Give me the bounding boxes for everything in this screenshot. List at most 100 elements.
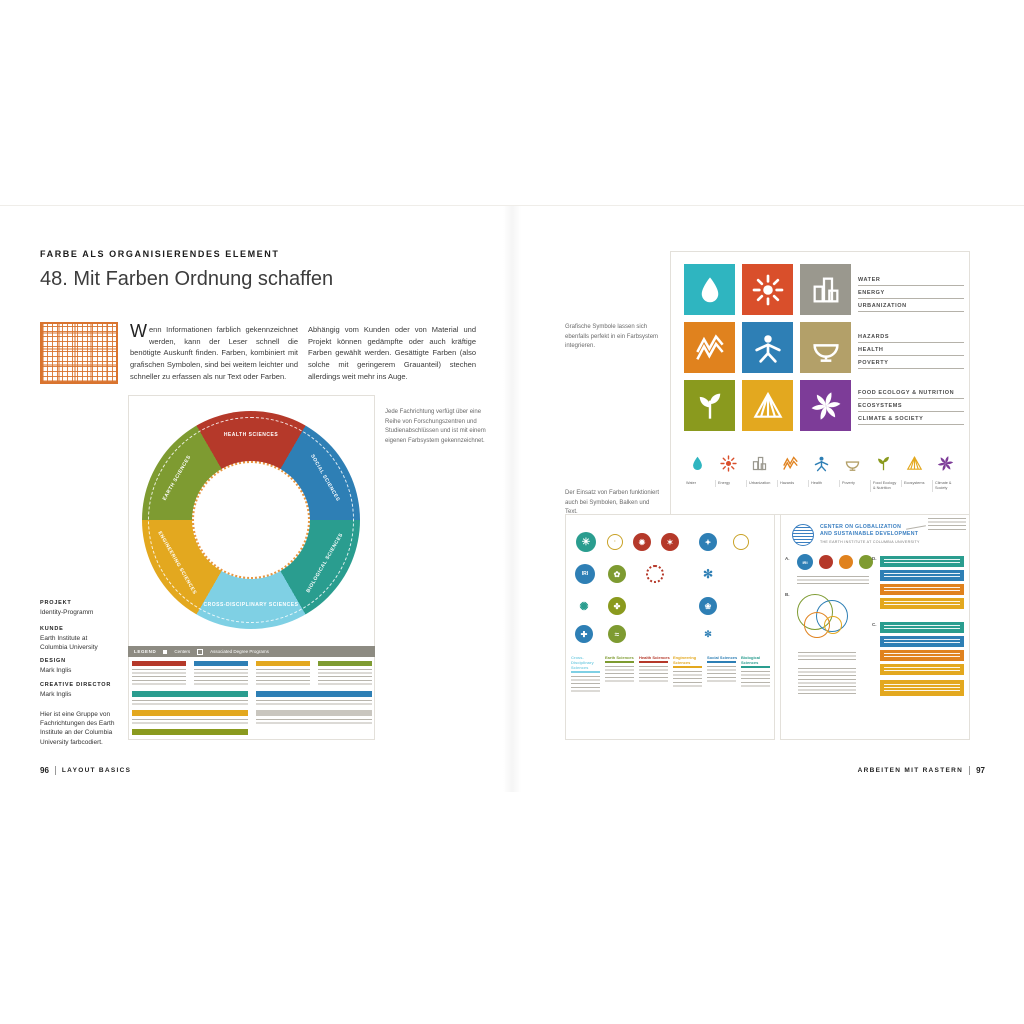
energy-tile xyxy=(742,264,793,315)
cgsd-subtitle: THE EARTH INSTITUTE AT COLUMBIA UNIVERSI… xyxy=(820,539,920,544)
discipline-col-health: Health Sciences xyxy=(639,655,670,682)
table-coltext-1 xyxy=(132,669,186,687)
credit-projekt: PROJEKT Identity-Programm xyxy=(40,600,130,617)
tile-label: Hazards xyxy=(777,480,808,488)
hazards-icon xyxy=(782,455,798,470)
tile-label: Energy xyxy=(715,480,746,488)
logo-swirl-teal-icon: ✺ xyxy=(579,600,589,613)
marker-c: C. xyxy=(872,622,877,627)
footer-label-left: LAYOUT BASICS xyxy=(61,767,132,774)
small-health-tile xyxy=(808,450,834,476)
table-colhead-red xyxy=(132,661,186,666)
credit-value: Mark Inglis xyxy=(40,666,72,674)
page-top-edge xyxy=(0,205,1024,206)
small-energy-tile xyxy=(715,450,741,476)
theme-label-health: HEALTH xyxy=(858,347,964,356)
cgsd-logo-green-icon xyxy=(859,555,873,569)
credit-label: PROJEKT xyxy=(40,600,72,606)
table-band-gray xyxy=(256,710,372,716)
discipline-text xyxy=(571,676,600,692)
discipline-label: Social Sciences xyxy=(707,655,738,660)
spread-gutter xyxy=(503,206,521,792)
footer-label-right: ARBEITEN MIT RASTERN xyxy=(857,767,964,774)
table-coltext-2 xyxy=(194,669,248,687)
climate-tile xyxy=(800,380,851,431)
cgsd-logo-red-icon xyxy=(819,555,833,569)
drop-cap: W xyxy=(130,321,147,341)
legend-title: LEGEND xyxy=(134,649,157,654)
water-tile xyxy=(684,264,735,315)
poverty-tile xyxy=(800,322,851,373)
wheel-caption: Jede Fachrichtung verfügt über eine Reih… xyxy=(385,409,486,444)
theme-label-poverty: POVERTY xyxy=(858,360,964,369)
food-tile xyxy=(684,380,735,431)
logo-cross-olive-icon: ✤ xyxy=(608,597,626,615)
discipline-text xyxy=(707,666,736,682)
tile-label: Ecosystems xyxy=(901,480,932,488)
table-colhead-yellow xyxy=(256,661,310,666)
table-bandtext-1a xyxy=(132,700,248,707)
hazards-icon xyxy=(695,333,724,360)
credit-value: Earth Institute at Columbia University xyxy=(40,634,98,651)
credit-label: KUNDE xyxy=(40,626,64,632)
orange-grid-swatch xyxy=(40,322,118,384)
wheel-segment-label-cross: CROSS-DISCIPLINARY SCIENCES xyxy=(203,602,299,608)
credit-label: CREATIVE DIRECTOR xyxy=(40,682,112,688)
logo-snowflake-blue-icon: ✻ xyxy=(702,567,714,581)
credit-value: Mark Inglis xyxy=(40,690,72,698)
table-bandtext-2a xyxy=(132,719,248,726)
climate-society-icon xyxy=(811,391,840,420)
caption-colors: Der Einsatz von Farben funktioniert auch… xyxy=(565,490,660,516)
logo-iri-icon: IRI xyxy=(575,564,595,584)
page-number-right: 97 xyxy=(976,766,985,775)
discipline-underline xyxy=(673,666,702,668)
table-coltext-3 xyxy=(256,669,310,687)
logo-petal-blue-icon: ✼ xyxy=(704,628,712,639)
theme-label-food: FOOD ECOLOGY & NUTRITION xyxy=(858,390,964,399)
left-footer: 96 LAYOUT BASICS xyxy=(40,766,131,775)
discipline-underline xyxy=(605,661,634,663)
credit-label: DESIGN xyxy=(40,658,66,664)
color-bar-orange-1 xyxy=(880,584,964,595)
venn-circle-yellow xyxy=(824,616,842,634)
small-hazards-tile xyxy=(777,450,803,476)
discipline-col-biological: Biological Sciences xyxy=(741,655,772,687)
theme-label-water: WATER xyxy=(858,277,964,286)
table-coltext-4 xyxy=(318,669,372,687)
food-ecology-icon xyxy=(877,456,889,470)
discipline-label: Cross-Disciplinary Sciences xyxy=(571,655,594,670)
page-title: 48. Mit Farben Ordnung schaffen xyxy=(40,268,334,290)
wheel-legend-bar: LEGEND Centers Associated Degree Program… xyxy=(128,646,375,657)
logo-star-red-icon: ✹ xyxy=(633,533,651,551)
theme-label-urbanization: URBANIZATION xyxy=(858,303,964,312)
discipline-underline xyxy=(639,661,668,663)
discipline-text xyxy=(741,671,770,687)
logo-snowflake-teal-icon: ✳ xyxy=(576,532,596,552)
logo-dotted-red-icon xyxy=(646,565,664,583)
credit-kunde: KUNDE Earth Institute at Columbia Univer… xyxy=(40,626,112,652)
health-tile xyxy=(742,322,793,373)
small-food-tile xyxy=(870,450,896,476)
theme-label-climate: CLIMATE & SOCIETY xyxy=(858,416,964,425)
table-colhead-green xyxy=(318,661,372,666)
footer-divider xyxy=(54,766,56,775)
cgsd-title-line2: AND SUSTAINABLE DEVELOPMENT xyxy=(820,530,919,537)
climate-society-icon xyxy=(937,455,953,471)
intro-column-2: Abhängig vom Kunden oder von Material un… xyxy=(308,325,476,381)
intro-text-1: enn Informationen farblich gekennzeichne… xyxy=(130,325,298,381)
small-water-tile xyxy=(684,450,710,476)
color-bar-yellow-wide xyxy=(880,680,964,696)
color-bar-blue-1 xyxy=(880,570,964,581)
section-kicker: FARBE ALS ORGANISIERENDES ELEMENT xyxy=(40,249,280,259)
ecosystems-icon xyxy=(753,391,782,418)
color-bar-teal-2 xyxy=(880,622,964,633)
discipline-label: Health Sciences xyxy=(639,655,670,660)
legend-item-centers: Centers xyxy=(174,649,191,654)
table-band-olive xyxy=(132,729,248,735)
tile-label: Health xyxy=(808,480,839,488)
discipline-col-engineering: Engineering Sciences xyxy=(673,655,704,687)
cgsd-logo-orange-icon xyxy=(839,555,853,569)
logo-spark-blue-icon: ✦ xyxy=(699,533,717,551)
poverty-icon xyxy=(845,460,859,471)
